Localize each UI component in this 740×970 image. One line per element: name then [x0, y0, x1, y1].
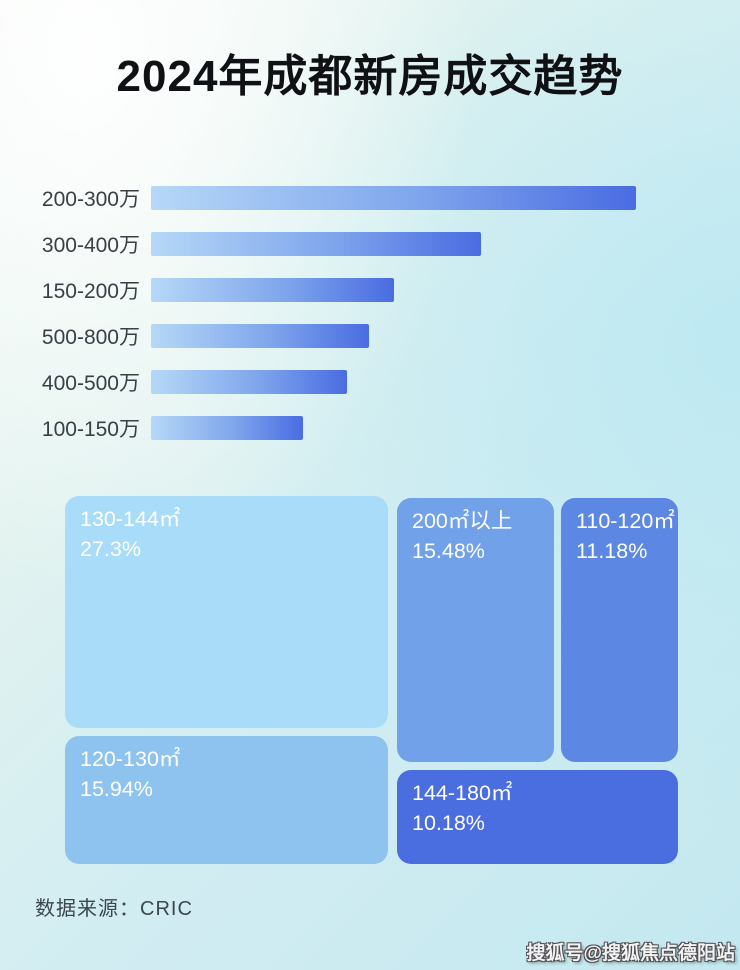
bar	[151, 232, 481, 256]
bar	[151, 416, 303, 440]
bar-label: 300-400万	[41, 234, 140, 257]
treemap-cell-110-120: 110-120㎡ 11.18%	[561, 498, 678, 762]
bar-row: 200-300万	[0, 186, 740, 211]
treemap-cell-144-180: 144-180㎡ 10.18%	[397, 770, 678, 864]
treemap-cell-value: 27.3%	[80, 536, 141, 561]
treemap-cell-value: 15.48%	[412, 538, 485, 563]
bar	[151, 186, 636, 210]
treemap-cell-200-plus: 200㎡以上 15.48%	[397, 498, 554, 762]
treemap-cell-label: 120-130㎡	[80, 747, 181, 771]
treemap-cell-value: 10.18%	[412, 810, 485, 835]
treemap-cell-120-130: 120-130㎡ 15.94%	[65, 736, 388, 864]
area-treemap: 130-144㎡ 27.3% 120-130㎡ 15.94% 200㎡以上 15…	[65, 496, 678, 864]
treemap-cell-label: 130-144㎡	[80, 507, 181, 531]
bar-label: 100-150万	[41, 418, 140, 441]
bar	[151, 324, 370, 348]
bar	[151, 278, 394, 302]
price-bar-chart: 200-300万 300-400万 150-200万 500-800万 400-…	[0, 186, 740, 462]
bar-track	[151, 324, 636, 348]
bar-row: 500-800万	[0, 324, 740, 349]
bar-row: 150-200万	[0, 278, 740, 303]
watermark: 搜狐号@搜狐焦点德阳站	[526, 943, 735, 964]
bar-track	[151, 232, 636, 256]
bar-row: 100-150万	[0, 416, 740, 441]
treemap-cell-label: 110-120㎡	[576, 509, 675, 533]
bar-track	[151, 416, 636, 440]
treemap-cell-value: 15.94%	[80, 776, 153, 801]
page-title: 2024年成都新房成交趋势	[116, 52, 624, 101]
treemap-cell-130-144: 130-144㎡ 27.3%	[65, 496, 388, 728]
bar-row: 300-400万	[0, 232, 740, 257]
bar-track	[151, 278, 636, 302]
data-source: 数据来源：CRIC	[35, 898, 193, 920]
treemap-cell-label: 144-180㎡	[412, 781, 513, 805]
bar-row: 400-500万	[0, 370, 740, 395]
bar-label: 500-800万	[41, 326, 140, 349]
bar-label: 150-200万	[41, 280, 140, 303]
bar-track	[151, 370, 636, 394]
treemap-cell-value: 11.18%	[576, 538, 648, 563]
bar-track	[151, 186, 636, 210]
bar-label: 200-300万	[41, 188, 140, 211]
treemap-cell-label: 200㎡以上	[412, 509, 513, 533]
bar-label: 400-500万	[41, 372, 140, 395]
bar	[151, 370, 348, 394]
